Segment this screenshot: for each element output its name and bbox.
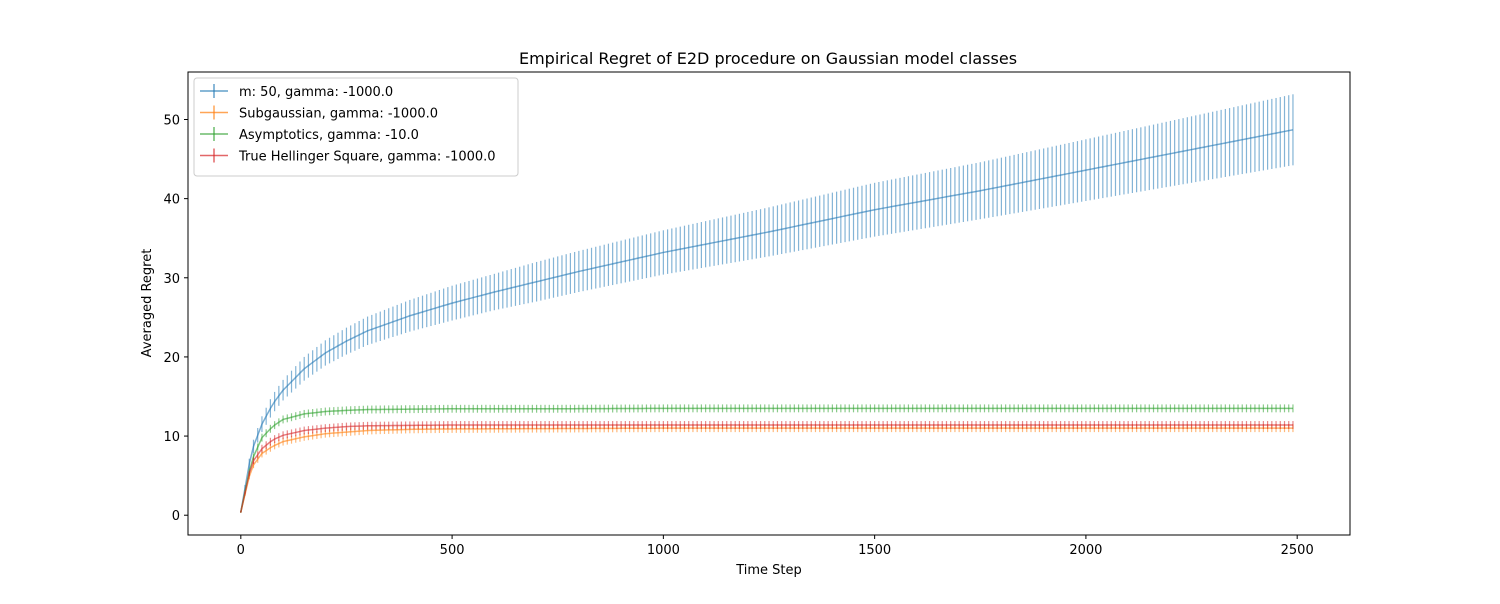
x-tick-label: 1000: [647, 543, 680, 558]
y-tick-label: 30: [163, 272, 180, 287]
plot-frame: [187, 71, 1351, 536]
legend-item: Subgaussian, gamma: -1000.0: [200, 105, 438, 122]
y-tick-label: 40: [163, 193, 180, 208]
x-tick-label: 2000: [1069, 543, 1102, 558]
series-line: [240, 427, 1293, 513]
x-tick-label: 2500: [1281, 543, 1314, 558]
series-line: [240, 407, 1293, 513]
series-group: [240, 404, 1294, 513]
series-group: [240, 421, 1294, 513]
legend-item: Asymptotics, gamma: -10.0: [200, 127, 419, 143]
plot-area: [240, 94, 1294, 513]
x-axis-label: Time Step: [735, 563, 802, 578]
legend-item: m: 50, gamma: -1000.0: [200, 84, 393, 100]
x-axis: 0 500 1000 1500 2000 2500: [237, 535, 1314, 558]
x-tick-label: 0: [237, 543, 245, 558]
x-tick-label: 500: [440, 543, 465, 558]
legend: m: 50, gamma: -1000.0 Subgaussian, gamma:…: [193, 77, 519, 177]
legend-label: m: 50, gamma: -1000.0: [239, 85, 393, 100]
y-tick-label: 10: [163, 430, 180, 445]
chart-title: Empirical Regret of E2D procedure on Gau…: [519, 49, 1017, 68]
y-tick-label: 20: [163, 351, 180, 366]
x-tick-label: 1500: [858, 543, 891, 558]
y-axis: 0 10 20 30 40 50: [163, 113, 188, 524]
series-line: [240, 129, 1294, 513]
series-line: [240, 424, 1293, 513]
legend-item: True Hellinger Square, gamma: -1000.0: [200, 148, 496, 165]
legend-label: True Hellinger Square, gamma: -1000.0: [238, 150, 496, 165]
y-axis-label: Averaged Regret: [140, 249, 155, 358]
series-group: [240, 94, 1294, 513]
legend-label: Asymptotics, gamma: -10.0: [239, 128, 419, 143]
legend-box: [193, 77, 519, 177]
legend-label: Subgaussian, gamma: -1000.0: [239, 107, 438, 122]
y-tick-label: 0: [172, 509, 180, 524]
y-tick-label: 50: [163, 113, 180, 128]
